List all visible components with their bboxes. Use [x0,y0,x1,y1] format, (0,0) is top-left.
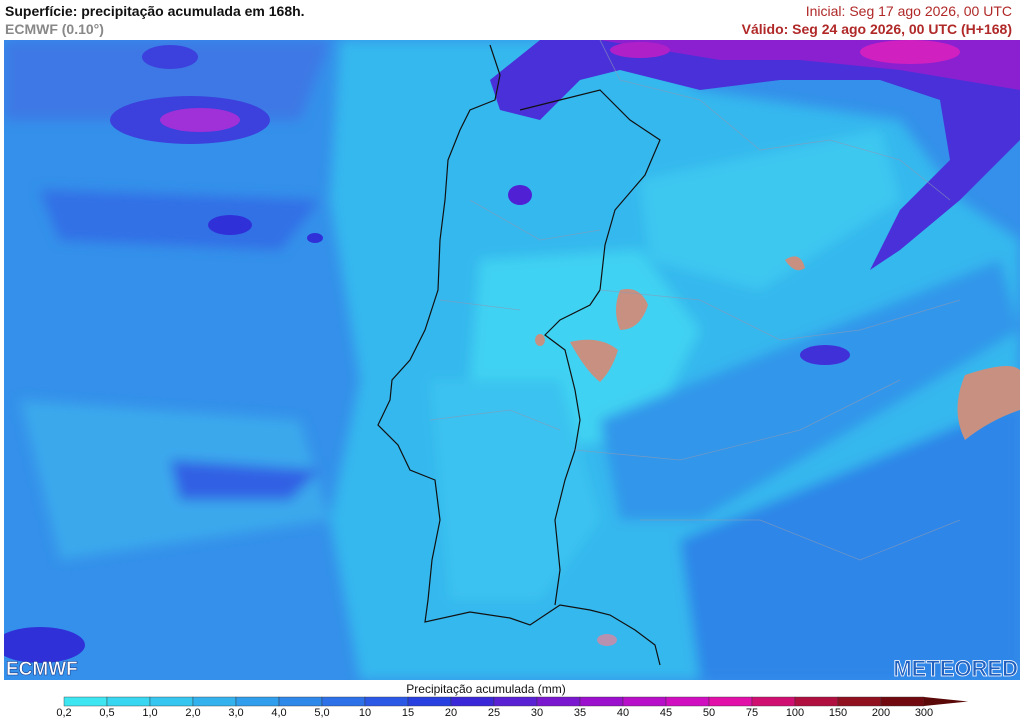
legend-swatch [665,696,710,707]
borders [377,40,961,666]
legend-swatch [149,696,194,707]
legend-label: 35 [574,707,586,719]
legend-label: 3,0 [228,707,243,719]
legend-label: 40 [617,707,629,719]
legend-label: 50 [703,707,715,719]
map: ECMWF METEORED [4,40,1020,680]
legend-swatch [751,696,796,707]
legend-swatch [837,696,882,707]
legend-swatch [235,696,280,707]
legend-swatch [536,696,581,707]
legend-label: 2,0 [185,707,200,719]
legend-label: 20 [445,707,457,719]
legend-label: 10 [359,707,371,719]
model-name: ECMWF (0.10°) [5,21,104,37]
legend-swatch [63,696,108,707]
legend-label: 45 [660,707,672,719]
precip-field [4,40,1020,680]
legend-label: 100 [786,707,804,719]
legend-swatch [622,696,667,707]
legend-title: Precipitação acumulada (mm) [406,682,565,696]
meteored-logo: METEORED [893,656,1018,680]
legend-label: 30 [531,707,543,719]
legend-swatch [106,696,151,707]
legend-arrow [924,697,968,706]
legend-label: 5,0 [314,707,329,719]
map-title: Superfície: precipitação acumulada em 16… [5,3,305,19]
legend-label: 200 [872,707,890,719]
legend-swatch [880,696,925,707]
legend: Precipitação acumulada (mm) 0,2 0,5 1,0 2,0… [56,682,968,719]
legend-label: 75 [746,707,758,719]
legend-swatch [407,696,452,707]
legend-label: 150 [829,707,847,719]
legend-swatch [321,696,366,707]
legend-label: 0,2 [56,707,71,719]
legend-label: 300 [915,707,933,719]
initial-time: Inicial: Seg 17 ago 2026, 00 UTC [805,3,1012,19]
legend-swatch [450,696,495,707]
legend-label: 25 [488,707,500,719]
legend-label: 0,5 [99,707,114,719]
legend-label: 15 [402,707,414,719]
ecmwf-logo: ECMWF [6,659,78,680]
legend-swatch [364,696,409,707]
legend-swatch [493,696,538,707]
legend-swatch [192,696,237,707]
legend-swatch [579,696,624,707]
legend-label: 4,0 [271,707,286,719]
legend-swatch [794,696,839,707]
valid-time: Válido: Seg 24 ago 2026, 00 UTC (H+168) [741,21,1012,37]
legend-swatch [708,696,753,707]
legend-label: 1,0 [142,707,157,719]
legend-swatch [278,696,323,707]
